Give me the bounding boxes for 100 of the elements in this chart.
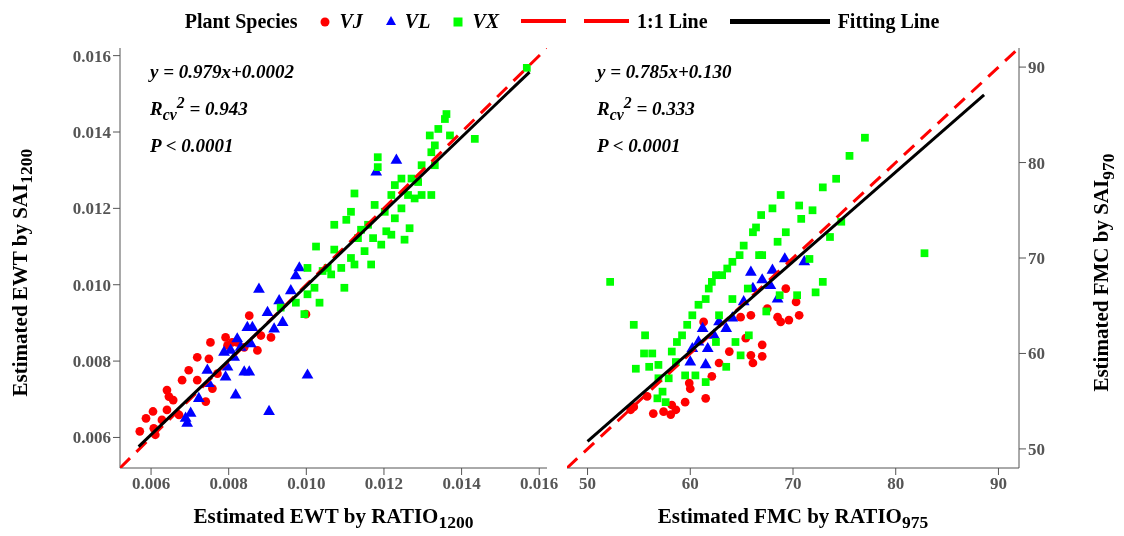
legend-label: VL bbox=[404, 9, 431, 33]
point bbox=[330, 220, 339, 229]
point bbox=[315, 298, 324, 307]
point bbox=[219, 370, 232, 381]
y2-tick-label: 90 bbox=[1028, 58, 1045, 78]
point bbox=[231, 332, 244, 343]
point bbox=[337, 264, 346, 272]
point bbox=[405, 224, 414, 233]
point bbox=[417, 191, 426, 199]
point bbox=[684, 355, 697, 366]
point bbox=[781, 284, 791, 293]
point bbox=[141, 414, 151, 423]
point bbox=[373, 153, 382, 162]
point bbox=[373, 163, 382, 171]
y2-tick-label: 50 bbox=[1028, 439, 1045, 459]
y-tick-label: 0.014 bbox=[72, 123, 112, 143]
annotation: P < 0.0001 bbox=[597, 134, 682, 159]
point bbox=[701, 341, 714, 353]
x-axis-title: Estimated FMC by RATIO$_{975}$ bbox=[656, 504, 930, 534]
point bbox=[206, 338, 215, 347]
point bbox=[442, 110, 451, 118]
point bbox=[707, 372, 717, 381]
annotation: R$_{cv}$$^{2}$ = 0.943 bbox=[150, 93, 249, 126]
point bbox=[253, 346, 262, 355]
point bbox=[685, 384, 695, 394]
x-tick-label: 0.008 bbox=[209, 474, 248, 494]
legend-label: VX bbox=[472, 9, 500, 33]
annotation: R$_{cv}$$^{2}$ = 0.333 bbox=[597, 93, 696, 126]
y-tick-label: 0.016 bbox=[72, 46, 111, 66]
annotation: y = 0.979x+0.0002 bbox=[150, 60, 295, 84]
point bbox=[312, 242, 320, 251]
point bbox=[400, 235, 409, 244]
point bbox=[397, 204, 406, 213]
x-tick-label: 0.010 bbox=[287, 474, 326, 494]
x-tick-label: 60 bbox=[681, 474, 699, 494]
annotation: y = 0.785x+0.130 bbox=[597, 60, 732, 84]
point bbox=[291, 298, 300, 307]
point bbox=[680, 397, 690, 407]
point bbox=[148, 407, 158, 416]
legend-label: VJ bbox=[339, 9, 363, 33]
point bbox=[369, 234, 377, 243]
point bbox=[276, 315, 289, 326]
point bbox=[135, 426, 145, 436]
point bbox=[310, 283, 319, 292]
x-tick-label: 0.016 bbox=[520, 474, 559, 494]
point bbox=[470, 135, 479, 143]
point bbox=[229, 388, 242, 399]
point bbox=[427, 191, 436, 199]
point bbox=[360, 247, 369, 255]
point bbox=[342, 215, 351, 224]
point bbox=[724, 347, 734, 356]
point bbox=[696, 321, 709, 333]
point bbox=[387, 191, 396, 199]
point bbox=[756, 273, 769, 284]
point bbox=[736, 312, 745, 322]
x-tick-label: 70 bbox=[784, 474, 802, 494]
legend-label: Fitting Line bbox=[837, 9, 940, 33]
point bbox=[390, 181, 399, 189]
point bbox=[221, 333, 230, 342]
y2-tick-label: 60 bbox=[1028, 344, 1045, 364]
point bbox=[659, 407, 668, 417]
point bbox=[177, 375, 187, 385]
point bbox=[748, 358, 758, 368]
point bbox=[330, 245, 339, 254]
x-tick-label: 0.012 bbox=[364, 474, 404, 494]
legend-label: 1:1 Line bbox=[637, 9, 708, 33]
point bbox=[268, 322, 280, 333]
y2-tick-label: 80 bbox=[1028, 153, 1045, 173]
point bbox=[168, 395, 178, 405]
annotation: P < 0.0001 bbox=[150, 134, 235, 159]
point bbox=[284, 284, 297, 295]
point bbox=[390, 153, 403, 164]
x-tick-label: 0.006 bbox=[131, 474, 171, 494]
point bbox=[427, 148, 436, 157]
point bbox=[347, 254, 355, 262]
y-tick-label: 0.012 bbox=[72, 199, 111, 219]
point bbox=[648, 409, 658, 418]
point bbox=[671, 405, 681, 415]
point bbox=[184, 365, 194, 375]
point bbox=[446, 131, 454, 140]
y-tick-label: 0.010 bbox=[72, 275, 111, 295]
point bbox=[204, 354, 214, 364]
point bbox=[434, 125, 443, 133]
x-axis-title: Estimated EWT by RATIO$_{1200}$ bbox=[192, 504, 475, 534]
point bbox=[757, 351, 767, 361]
point bbox=[244, 311, 254, 321]
point bbox=[261, 305, 274, 316]
x-tick-label: 50 bbox=[579, 474, 597, 494]
point bbox=[370, 201, 379, 209]
point bbox=[666, 410, 676, 419]
point bbox=[263, 404, 275, 415]
point bbox=[784, 315, 794, 325]
point bbox=[776, 317, 786, 327]
y-tick-label: 0.008 bbox=[72, 352, 111, 372]
point bbox=[794, 310, 804, 320]
point bbox=[387, 230, 396, 239]
y2-tick-label: 70 bbox=[1028, 249, 1045, 269]
point bbox=[273, 293, 286, 305]
point bbox=[266, 333, 276, 342]
point bbox=[701, 393, 711, 403]
